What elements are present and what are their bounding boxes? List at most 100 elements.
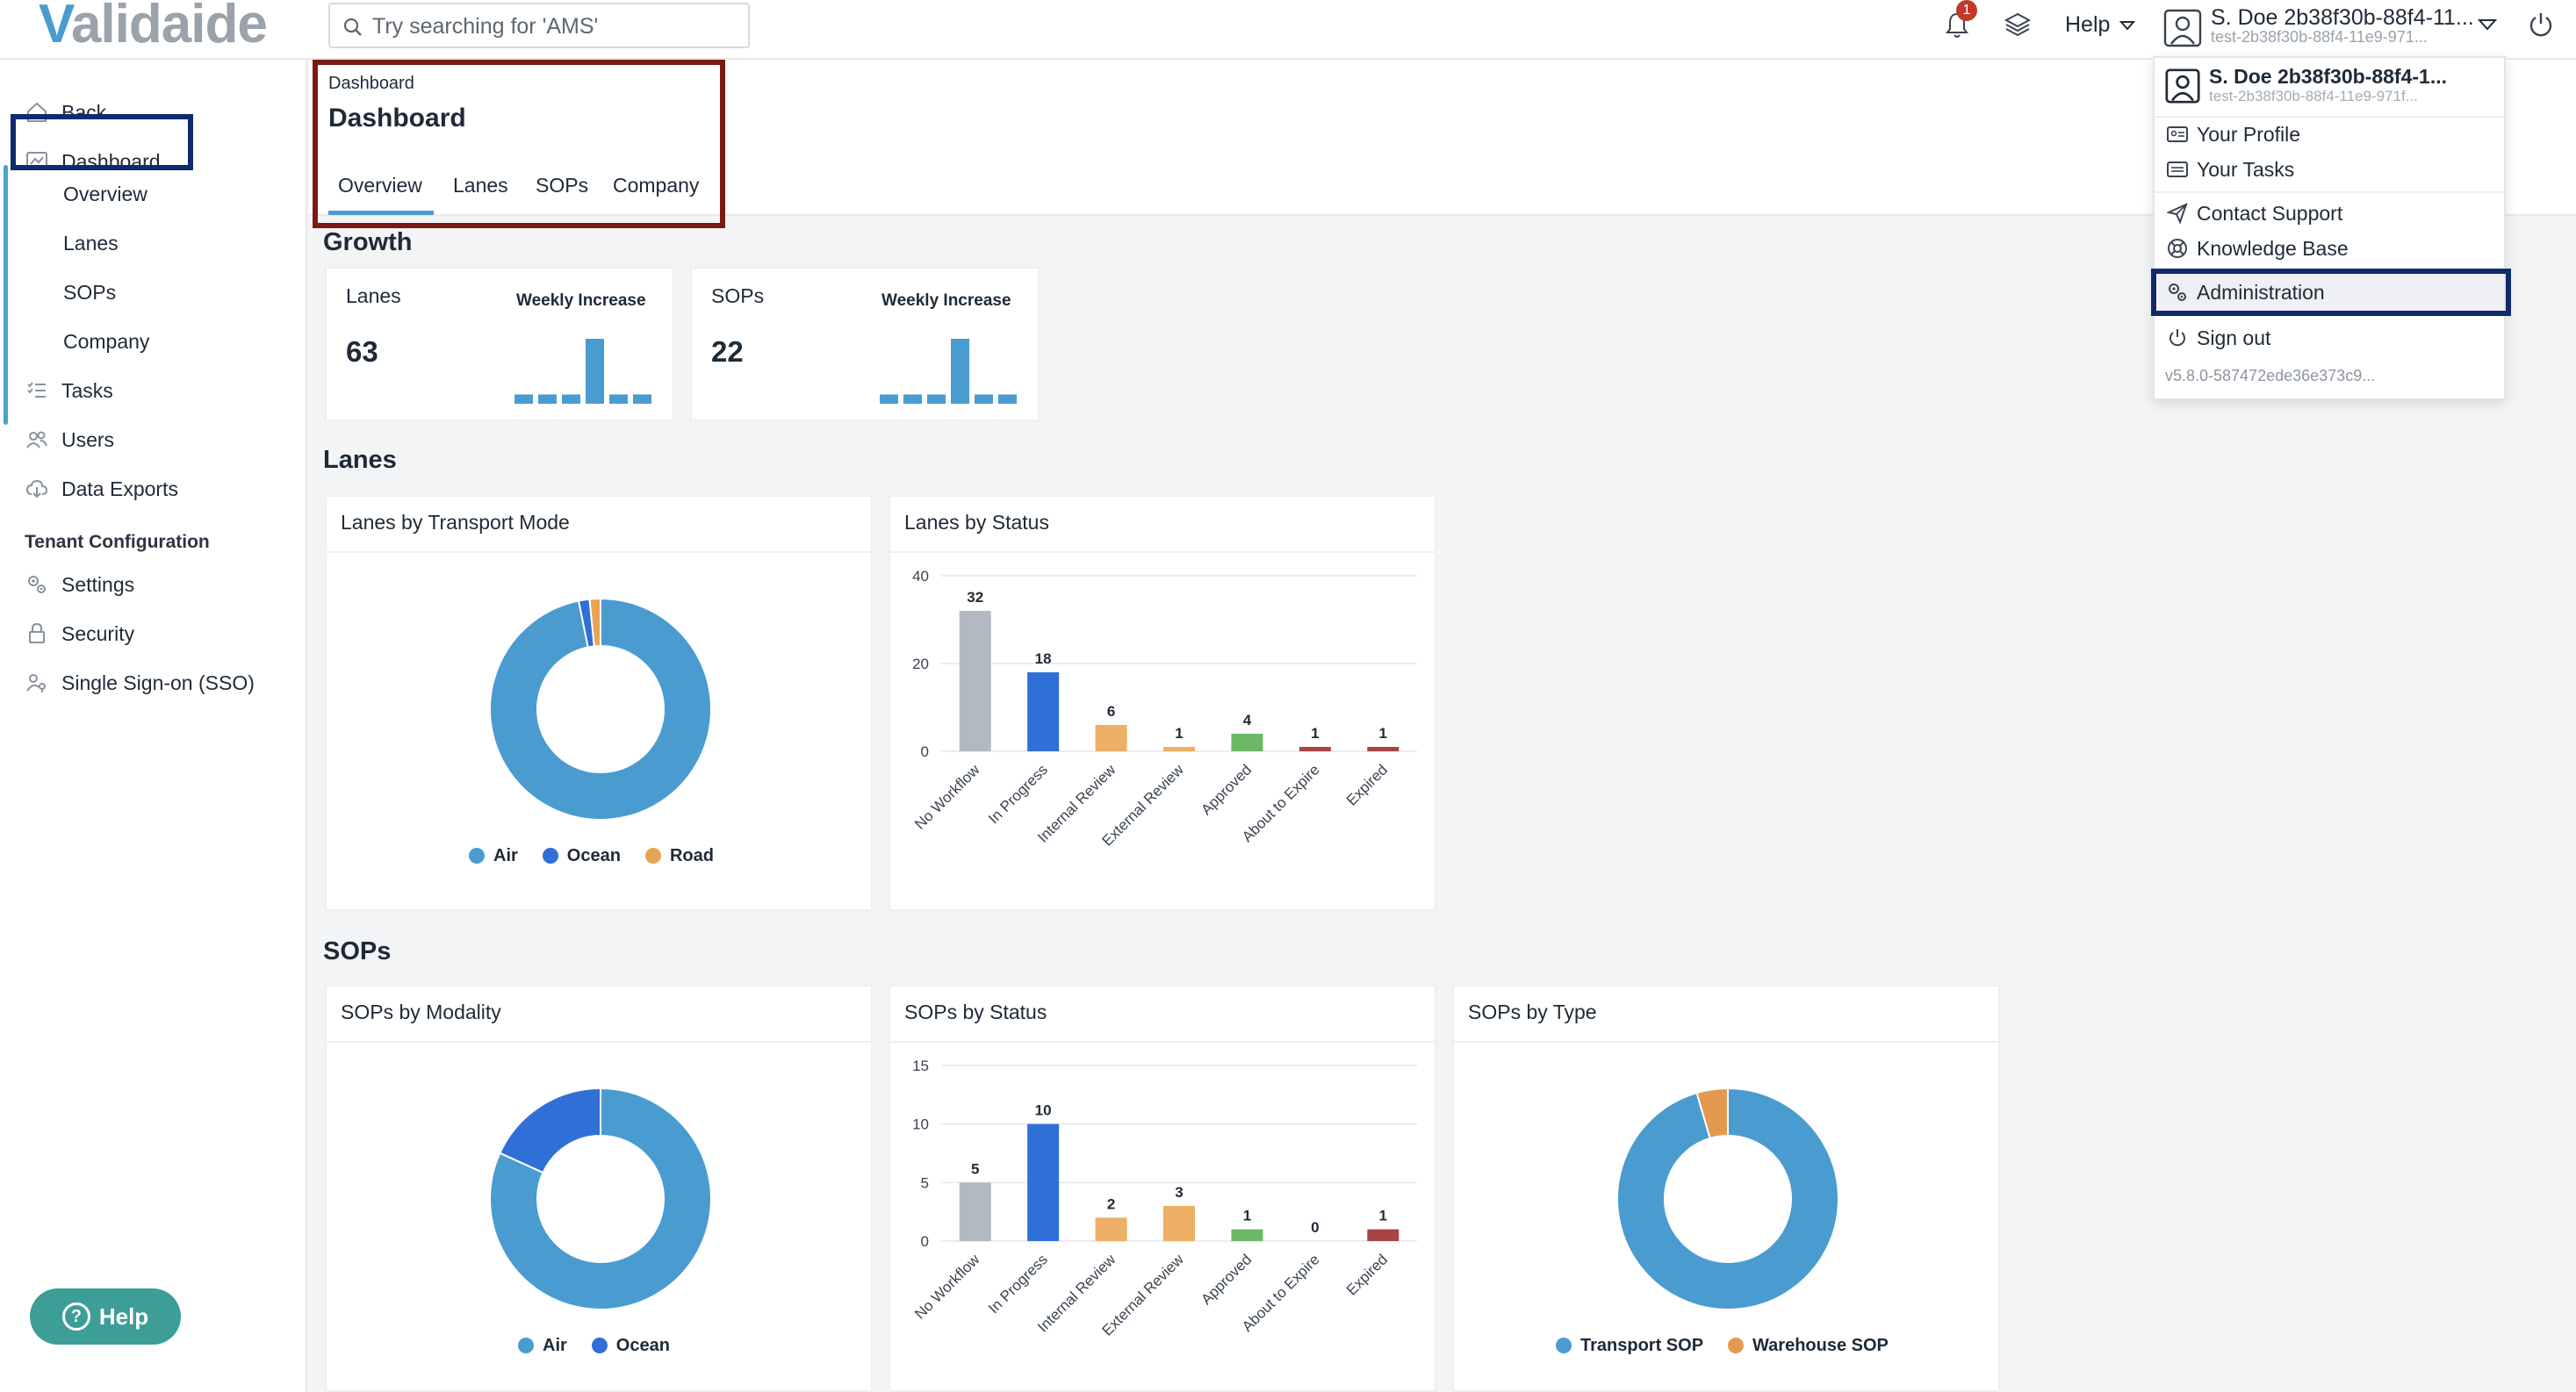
bar[interactable]: [1231, 1229, 1263, 1241]
growth-card-lanes: Lanes 63 Weekly Increase: [325, 267, 674, 421]
x-tick-label: No Workflow: [911, 1251, 983, 1323]
sidebar-item-back[interactable]: Back: [25, 95, 106, 130]
donut-slice[interactable]: [499, 1087, 601, 1174]
donut-slice[interactable]: [588, 597, 601, 648]
sidebar-item-security[interactable]: Security: [25, 616, 134, 651]
y-tick-label: 0: [921, 743, 929, 760]
data-label: 4: [1243, 712, 1252, 728]
sidebar-item-lanes[interactable]: Lanes: [63, 232, 119, 255]
y-tick-label: 15: [912, 1058, 929, 1074]
user-tenant: test-2b38f30b-88f4-11e9-971...: [2211, 28, 2428, 46]
bar[interactable]: [1095, 1217, 1127, 1241]
breadcrumb[interactable]: Dashboard: [328, 74, 414, 93]
sidebar-item-overview[interactable]: Overview: [63, 183, 148, 205]
tab-company[interactable]: Company: [613, 174, 700, 197]
sidebar-item-settings[interactable]: Settings: [25, 567, 134, 602]
help-float-button[interactable]: ? Help: [30, 1288, 181, 1345]
legend-item[interactable]: Road: [644, 846, 714, 866]
bar[interactable]: [959, 611, 991, 751]
user-name: S. Doe 2b38f30b-88f4-11...: [2211, 5, 2474, 30]
search-box[interactable]: [328, 3, 750, 48]
help-menu[interactable]: Help: [2065, 12, 2136, 38]
legend-item[interactable]: Ocean: [542, 846, 621, 866]
bar[interactable]: [1367, 747, 1400, 751]
search-input[interactable]: [372, 11, 741, 41]
sidebar-item-tasks[interactable]: Tasks: [25, 373, 113, 408]
user-avatar-icon: [2163, 9, 2202, 47]
spark-bar: [562, 394, 580, 404]
data-label: 2: [1107, 1195, 1115, 1212]
menu-your-profile[interactable]: Your Profile: [2165, 118, 2300, 151]
bar[interactable]: [1027, 672, 1060, 751]
user-menu-trigger[interactable]: S. Doe 2b38f30b-88f4-11... test-2b38f30b…: [2162, 5, 2497, 51]
search-icon: [343, 18, 362, 36]
cloud-download-icon: [25, 477, 49, 501]
x-tick-label: In Progress: [985, 1251, 1051, 1317]
sidebar-item-sops[interactable]: SOPs: [63, 281, 117, 304]
spark-bar: [538, 394, 557, 404]
header-highlight-box: [313, 60, 725, 228]
spark-bar: [633, 394, 651, 404]
lanes-by-transport-card: Lanes by Transport Mode Air Ocean Road: [325, 495, 873, 911]
data-label: 18: [1035, 650, 1052, 667]
sidebar-item-users[interactable]: Users: [25, 422, 114, 457]
sidebar-item-sso[interactable]: Single Sign-on (SSO): [25, 665, 255, 700]
bar[interactable]: [1367, 1229, 1400, 1241]
spark-bar: [951, 339, 969, 404]
card-title: SOPs by Type: [1468, 1001, 1597, 1023]
donut-slice[interactable]: [1616, 1087, 1839, 1310]
menu-knowledge-base[interactable]: Knowledge Base: [2165, 232, 2349, 265]
tab-sops[interactable]: SOPs: [536, 174, 589, 197]
bar[interactable]: [1231, 734, 1263, 751]
donut-slice[interactable]: [489, 597, 712, 821]
bar[interactable]: [1095, 725, 1127, 751]
tab-lanes[interactable]: Lanes: [453, 174, 508, 197]
data-label: 0: [1311, 1219, 1319, 1236]
legend-item[interactable]: Ocean: [591, 1336, 670, 1356]
data-label: 1: [1311, 725, 1319, 742]
legend-item[interactable]: Transport SOP: [1556, 1336, 1703, 1356]
active-tab-indicator: [328, 211, 434, 215]
bar[interactable]: [1027, 1123, 1060, 1241]
weekly-increase-label: Weekly Increase: [516, 291, 646, 310]
y-tick-label: 0: [921, 1233, 929, 1250]
sidebar-item-data-exports[interactable]: Data Exports: [25, 471, 178, 506]
top-bar: Validaide 1 Help S. Doe 2b38f30b-88f4-11…: [0, 0, 2576, 60]
id-card-icon: [2165, 122, 2190, 147]
power-icon[interactable]: [2527, 11, 2555, 39]
sops-type-donut: [1616, 1087, 1839, 1310]
menu-sign-out[interactable]: Sign out: [2165, 321, 2270, 355]
menu-contact-support[interactable]: Contact Support: [2165, 197, 2342, 230]
data-label: 1: [1175, 725, 1183, 742]
layers-icon[interactable]: [2004, 11, 2032, 39]
legend-item[interactable]: Air: [518, 1336, 567, 1356]
send-icon: [2165, 201, 2190, 226]
bar[interactable]: [1163, 1206, 1195, 1241]
chart-legend: Air Ocean Road: [469, 846, 714, 866]
bar[interactable]: [1299, 747, 1331, 751]
legend-item[interactable]: Warehouse SOP: [1728, 1336, 1889, 1356]
menu-your-tasks[interactable]: Your Tasks: [2165, 153, 2294, 186]
legend-item[interactable]: Air: [469, 846, 518, 866]
tab-overview[interactable]: Overview: [338, 174, 422, 197]
lanes-heading: Lanes: [323, 446, 397, 474]
growth-label: SOPs: [711, 284, 765, 307]
validaide-logo[interactable]: Validaide: [39, 0, 268, 54]
sidebar-item-company[interactable]: Company: [63, 330, 150, 353]
spark-bar: [586, 339, 604, 404]
lanes-transport-donut: [489, 597, 712, 821]
sidebar: Back Dashboard Overview Lanes SOPs Compa…: [0, 60, 307, 1392]
spark-bar: [903, 394, 922, 404]
bar[interactable]: [1163, 747, 1195, 751]
donut-slice[interactable]: [489, 1087, 712, 1310]
sops-by-status-card: SOPs by Status 0 5 10 15 5 No Workflow 10 In Pr…: [889, 985, 1436, 1392]
data-label: 1: [1379, 725, 1387, 742]
menu-administration[interactable]: Administration: [2165, 276, 2325, 309]
donut-slice[interactable]: [1695, 1087, 1729, 1140]
chevron-down-icon: [2119, 21, 2136, 31]
chart-legend: Transport SOP Warehouse SOP: [1556, 1336, 1889, 1356]
chevron-down-icon: [2478, 19, 2497, 31]
bar[interactable]: [959, 1182, 991, 1241]
tasks-icon: [2165, 157, 2190, 182]
